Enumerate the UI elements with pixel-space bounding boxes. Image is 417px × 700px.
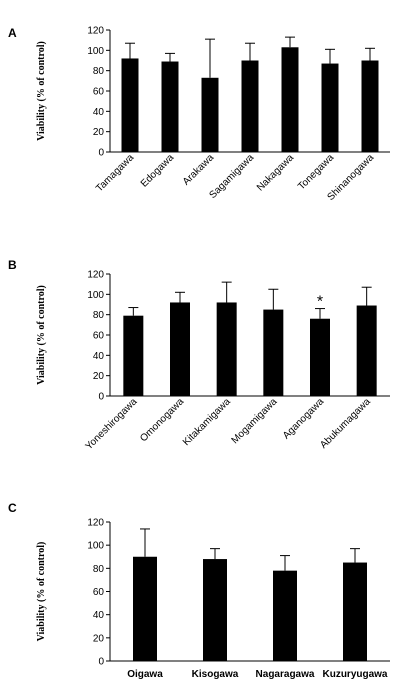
category-label: Aganogawa xyxy=(281,396,326,441)
bar xyxy=(321,63,339,152)
panel-label-c: C xyxy=(8,501,17,515)
y-tick-label: 100 xyxy=(87,46,104,57)
y-axis-label: Viability (% of control) xyxy=(36,285,47,385)
y-tick-label: 80 xyxy=(93,66,105,77)
bar-chart-a: 0 20 40 60 80 100 120 Viability (% of control) T… xyxy=(36,26,390,203)
bar xyxy=(241,60,259,152)
category-label: Kisogawa xyxy=(192,669,239,680)
y-tick-label: 20 xyxy=(93,371,105,382)
y-tick-label: 0 xyxy=(98,148,104,159)
category-label: Edogawa xyxy=(139,152,177,190)
y-tick-label: 40 xyxy=(93,610,105,621)
category-label: Kitakamigawa xyxy=(181,396,233,448)
bar xyxy=(133,556,157,661)
y-tick-label: 120 xyxy=(87,518,104,529)
bar xyxy=(281,47,299,152)
category-label: Yoneshirogawa xyxy=(84,396,140,452)
y-tick-label: 120 xyxy=(87,270,104,281)
y-tick-label: 60 xyxy=(93,331,105,342)
bar xyxy=(263,309,284,396)
y-axis-label: Viability (% of control) xyxy=(36,542,47,642)
bar-chart-c: 0 20 40 60 80 100 120 Viability (% of control) O… xyxy=(36,518,390,680)
panel-label-a: A xyxy=(8,26,17,40)
bar xyxy=(170,302,190,396)
y-tick-label: 40 xyxy=(93,107,105,118)
category-label: Nagaragawa xyxy=(256,669,315,680)
category-label: Arakawa xyxy=(181,152,217,188)
bar xyxy=(273,570,297,661)
category-label: Oigawa xyxy=(127,669,163,680)
bar xyxy=(310,318,330,396)
category-label: Kuzuryugawa xyxy=(322,669,387,680)
bar xyxy=(201,77,219,152)
y-tick-label: 20 xyxy=(93,127,105,138)
y-tick-label: 0 xyxy=(98,392,104,403)
significance-marker: * xyxy=(317,294,323,311)
y-tick-label: 120 xyxy=(87,26,104,37)
bar xyxy=(356,305,377,396)
bar xyxy=(121,58,139,152)
category-label: Tonegawa xyxy=(296,152,336,192)
bar xyxy=(343,562,367,661)
y-tick-label: 0 xyxy=(98,657,104,668)
y-axis-label: Viability (% of control) xyxy=(36,41,47,141)
bar xyxy=(123,315,144,396)
y-tick-label: 20 xyxy=(93,633,105,644)
category-label: Abukumagawa xyxy=(318,396,373,451)
y-tick-label: 60 xyxy=(93,87,105,98)
y-tick-label: 40 xyxy=(93,351,105,362)
y-tick-label: 80 xyxy=(93,564,105,575)
category-label: Nakagawa xyxy=(255,152,296,193)
category-label: Omonogawa xyxy=(138,396,186,444)
y-tick-label: 100 xyxy=(87,290,104,301)
category-label: Mogamigawa xyxy=(230,396,280,446)
panel-label-b: B xyxy=(8,258,17,272)
bar xyxy=(216,302,237,396)
y-tick-label: 100 xyxy=(87,541,104,552)
y-tick-label: 80 xyxy=(93,310,105,321)
y-tick-label: 60 xyxy=(93,587,105,598)
bar xyxy=(203,559,227,661)
bar xyxy=(161,61,179,153)
bar-chart-b: 0 20 40 60 80 100 120 Viability (% of control) Y… xyxy=(36,270,390,452)
bar xyxy=(361,60,379,152)
